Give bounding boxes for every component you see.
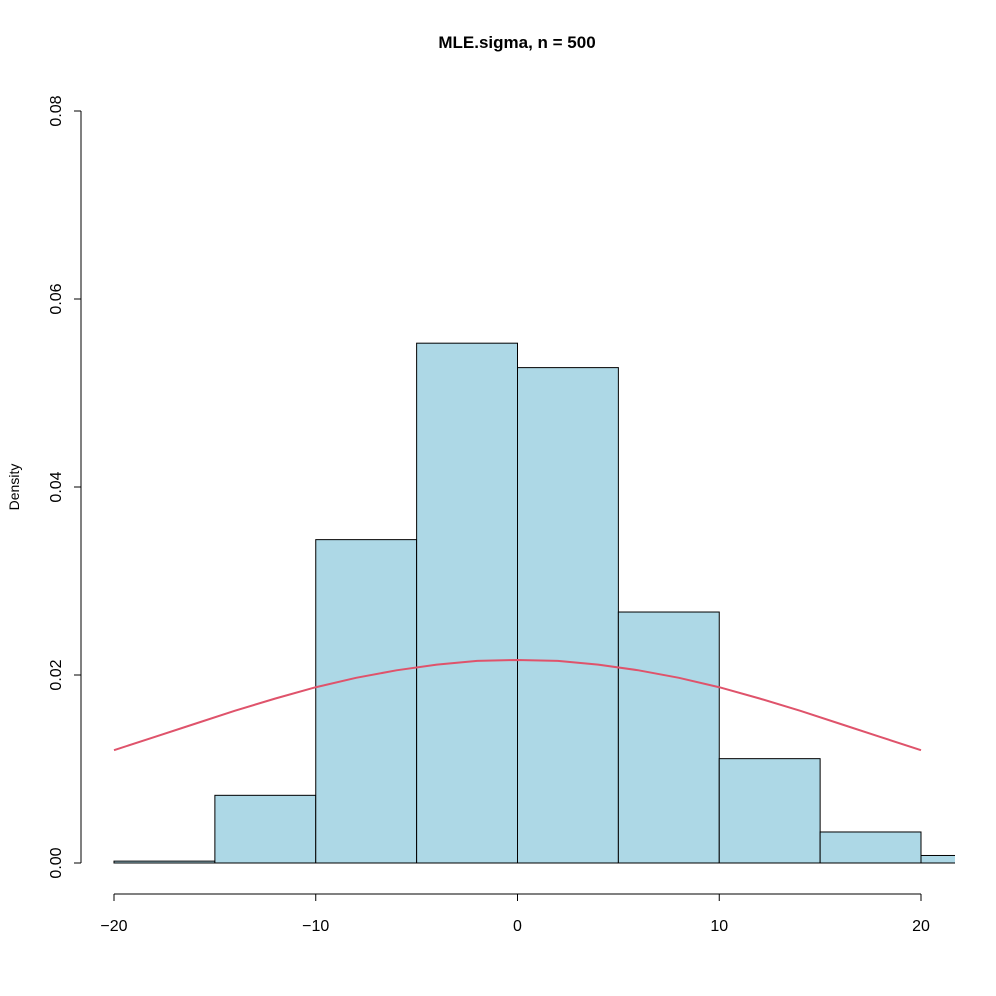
bar [315, 539, 418, 864]
bar [214, 794, 317, 864]
bar [113, 860, 216, 864]
x-tick-label: 20 [912, 918, 930, 935]
y-axis-label: Density [6, 464, 22, 511]
x-tick-label: −10 [302, 918, 329, 935]
y-tick-label: 0.00 [48, 847, 65, 878]
x-tick-label: 0 [513, 918, 522, 935]
bar [416, 342, 518, 864]
y-tick-label: 0.06 [48, 283, 65, 314]
bar [718, 758, 821, 864]
plot-area [113, 342, 955, 864]
x-tick-label: 10 [710, 918, 728, 935]
bar [517, 367, 619, 864]
density-curve [113, 658, 922, 752]
y-tick-label: 0.08 [48, 95, 65, 126]
x-tick-label: −20 [100, 918, 127, 935]
bar [617, 611, 720, 864]
chart-title: MLE.sigma, n = 500 [438, 33, 595, 52]
bar [819, 831, 922, 864]
bar [920, 854, 955, 864]
y-tick-label: 0.02 [48, 659, 65, 690]
y-tick-label: 0.04 [48, 471, 65, 502]
